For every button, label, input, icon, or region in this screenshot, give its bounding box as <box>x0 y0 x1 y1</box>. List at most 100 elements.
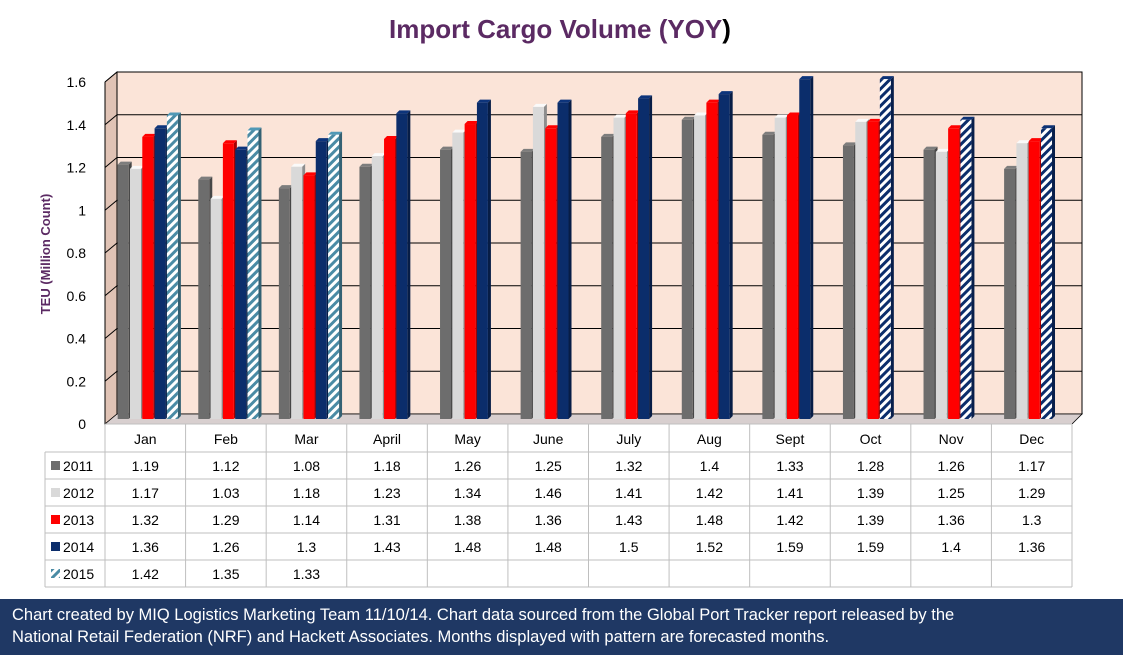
bar-front <box>396 113 408 420</box>
bar-front <box>154 128 166 420</box>
bar-top <box>960 116 975 120</box>
data-label: 1.42 <box>696 485 723 501</box>
bar-front <box>303 175 315 419</box>
bar-2014-july <box>638 95 653 419</box>
bar-2015-mar <box>328 131 343 419</box>
legend-swatch-2012 <box>51 488 60 497</box>
y-tick-label: 1.6 <box>67 74 87 90</box>
gridline-side <box>104 71 118 83</box>
bar-2011-april <box>359 163 374 419</box>
bar-2013-may <box>464 121 479 420</box>
data-label: 1.48 <box>454 539 481 555</box>
x-tick-label: Jan <box>134 431 157 447</box>
bar-top <box>476 99 491 103</box>
bar-front <box>557 102 569 420</box>
bar-2013-dec <box>1028 138 1043 419</box>
x-tick-label: Nov <box>939 431 964 447</box>
bar-2011-mar <box>278 185 293 419</box>
bar-front <box>923 149 935 420</box>
data-label: 1.18 <box>293 485 320 501</box>
data-label: 1.08 <box>293 458 320 474</box>
bar-top <box>452 129 467 133</box>
data-label: 1.3 <box>1022 512 1042 528</box>
bar-front <box>384 138 396 420</box>
gridline-side <box>104 114 118 126</box>
bar-top <box>762 131 777 135</box>
bar-front <box>718 94 730 419</box>
bar-2012-june <box>532 103 547 420</box>
bar-top <box>935 148 950 152</box>
y-tick-label: 0.2 <box>67 373 87 389</box>
bar-2012-may <box>452 129 467 419</box>
data-label: 1.36 <box>1018 539 1045 555</box>
data-label: 1.46 <box>535 485 562 501</box>
bar-front <box>278 188 290 419</box>
bar-front <box>247 130 259 419</box>
y-axis-label: TEU (Million Count) <box>38 194 53 315</box>
y-tick-label: 0.8 <box>67 245 87 261</box>
bar-top <box>774 114 789 118</box>
bar-2014-june <box>557 99 572 420</box>
data-label: 1.18 <box>373 458 400 474</box>
bar-side <box>729 91 733 419</box>
footer-note: Chart created by MIQ Logistics Marketing… <box>0 599 1123 655</box>
data-label: 1.3 <box>297 539 317 555</box>
bar-front <box>1004 168 1016 419</box>
gridlines <box>104 71 1082 424</box>
x-tick-label: Sept <box>776 431 805 447</box>
bar-side <box>890 76 894 419</box>
bar-top <box>291 163 306 167</box>
bar-top <box>154 125 169 129</box>
bar-top <box>638 95 653 99</box>
data-label: 1.48 <box>696 512 723 528</box>
bar-front <box>315 141 327 419</box>
bar-2012-july <box>613 114 628 420</box>
bar-front <box>520 151 532 419</box>
bar-top <box>625 110 640 114</box>
bar-side <box>407 110 411 420</box>
bar-front <box>855 121 867 419</box>
y-tick-label: 0 <box>78 416 86 432</box>
bar-top <box>799 76 814 80</box>
data-label: 1.17 <box>132 485 159 501</box>
data-label: 1.52 <box>696 539 723 555</box>
bar-2015-feb <box>247 127 262 419</box>
bar-front <box>440 149 452 420</box>
data-label: 1.25 <box>938 485 965 501</box>
bar-front <box>222 143 234 419</box>
bar-front <box>210 198 222 419</box>
data-label: 1.32 <box>615 458 642 474</box>
bar-front <box>291 166 303 419</box>
bar-top <box>142 133 157 137</box>
x-tick-label: Dec <box>1019 431 1044 447</box>
bar-front <box>706 102 718 420</box>
bar-top <box>440 146 455 150</box>
bar-2013-sept <box>786 112 801 419</box>
gridline-side <box>104 328 118 339</box>
bar-top <box>278 185 293 189</box>
bar-top <box>464 121 479 125</box>
chart-title-main: Import Cargo Volume (YOY <box>389 14 722 44</box>
y-tick-label: 1.4 <box>67 117 87 133</box>
bar-2014-aug <box>718 91 733 419</box>
y-tick-label: 1 <box>78 202 86 218</box>
x-tick-label: July <box>616 431 641 447</box>
gridline-side <box>104 285 118 297</box>
data-label: 1.43 <box>615 512 642 528</box>
data-label: 1.5 <box>619 539 639 555</box>
bar-side <box>339 131 343 419</box>
bar-front <box>935 151 947 419</box>
bar-front <box>371 156 383 419</box>
y-tick-label: 0.6 <box>67 288 87 304</box>
bar-top <box>786 112 801 116</box>
legend-label: 2015 <box>63 566 94 582</box>
data-label: 1.39 <box>857 485 884 501</box>
bar-front <box>879 79 891 419</box>
data-label: 1.59 <box>776 539 803 555</box>
data-label: 1.59 <box>857 539 884 555</box>
bar-front <box>762 134 774 419</box>
bar-top <box>359 163 374 167</box>
bar-2012-feb <box>210 195 225 419</box>
bar-front <box>359 166 371 419</box>
data-table: Jan Feb Mar April May June July Aug Sept Oct Nov De… <box>44 423 1073 588</box>
